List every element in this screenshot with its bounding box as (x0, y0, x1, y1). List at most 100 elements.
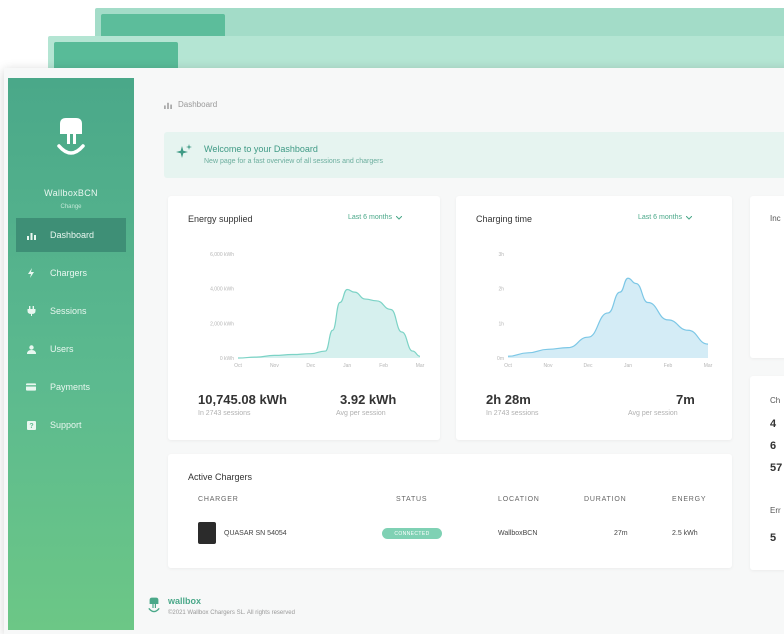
sidebar-item-label: Chargers (50, 268, 88, 278)
series-line (507, 277, 709, 357)
series-area (238, 289, 420, 358)
x-tick-label: Mar (704, 363, 713, 369)
card-title: Inc (770, 214, 781, 223)
card-icon (26, 382, 36, 392)
summary-value: 57 (770, 462, 783, 474)
energy-chart: 0 kWh 2,000 kWh 4,000 kWh 6,000 kWh Oct Nov De… (210, 252, 425, 369)
card-title: Ch (770, 396, 781, 405)
charging-time-card: Charging time Last 6 months 0m 1h 2h 3h Oct N… (456, 196, 732, 440)
x-tick-label: Jan (343, 363, 351, 369)
help-icon: ? (26, 420, 36, 430)
y-tick-label: 2,000 kWh (210, 321, 234, 327)
welcome-subtitle: New page for a fast overview of all sess… (204, 158, 383, 165)
card-title: Charging time (476, 214, 533, 224)
card-title: Active Chargers (188, 472, 253, 482)
column-header-charger: CHARGER (198, 496, 239, 503)
charger-duration: 27m (614, 530, 628, 537)
x-tick-label: Dec (306, 363, 315, 369)
time-avg-value: 7m (676, 392, 695, 407)
time-avg-label: Avg per session (628, 410, 678, 417)
series-area (508, 278, 708, 358)
x-tick-label: Oct (504, 363, 512, 369)
y-tick-label: 0m (497, 356, 504, 362)
footer-copyright: ©2021 Wallbox Chargers SL. All rights re… (168, 610, 295, 616)
chevron-down-icon (395, 215, 402, 220)
sidebar-item-label: Users (50, 344, 74, 354)
background-window-back-sidebar (101, 14, 225, 38)
period-dropdown[interactable]: Last 6 months (638, 214, 692, 221)
welcome-title: Welcome to your Dashboard (204, 144, 318, 154)
user-icon (26, 344, 36, 354)
sidebar-brand-subtitle: Change (60, 204, 82, 210)
sidebar-item-chargers[interactable]: Chargers (16, 256, 126, 290)
column-header-location: LOCATION (498, 496, 540, 503)
energy-total-value: 10,745.08 kWh (198, 392, 287, 407)
series-line (237, 288, 421, 359)
period-dropdown-label: Last 6 months (348, 214, 392, 221)
y-tick-label: 6,000 kWh (210, 252, 234, 258)
x-tick-label: Mar (416, 363, 425, 369)
errors-label: Err (770, 506, 781, 515)
column-header-status: STATUS (396, 496, 428, 503)
active-chargers-card: Active Chargers CHARGER STATUS LOCATION … (168, 454, 732, 568)
sidebar-item-sessions[interactable]: Sessions (16, 294, 126, 328)
energy-supplied-card: Energy supplied Last 6 months 0 kWh 2,000… (168, 196, 440, 440)
sidebar-item-dashboard[interactable]: Dashboard (16, 218, 126, 252)
y-tick-label: 3h (498, 252, 504, 258)
charger-energy: 2.5 kWh (672, 530, 698, 537)
sidebar-nav: Dashboard Chargers Sessions Users Paymen… (8, 218, 134, 446)
background-window-middle-sidebar (54, 42, 178, 72)
time-total-label: In 2743 sessions (486, 410, 539, 417)
column-header-energy: ENERGY (672, 496, 707, 503)
card-title: Energy supplied (188, 214, 253, 224)
y-tick-label: 1h (498, 321, 504, 327)
breadcrumb: Dashboard (164, 100, 217, 109)
charging-time-chart: 0m 1h 2h 3h Oct Nov Dec Jan Feb Mar (497, 252, 713, 369)
x-tick-label: Dec (584, 363, 593, 369)
energy-avg-value: 3.92 kWh (340, 392, 397, 407)
footer-brand: wallbox (168, 596, 202, 606)
wallbox-logo-icon (57, 118, 85, 155)
sidebar-item-label: Sessions (50, 306, 87, 316)
chevron-down-icon (685, 215, 692, 220)
time-total-value: 2h 28m (486, 392, 531, 407)
status-badge: CONNECTED (382, 528, 442, 539)
sidebar-item-users[interactable]: Users (16, 332, 126, 366)
energy-total-label: In 2743 sessions (198, 410, 251, 417)
main-content: Dashboard Welcome to your Dashboard New … (134, 68, 784, 634)
summary-value: 6 (770, 440, 777, 452)
period-dropdown-label: Last 6 months (638, 214, 682, 221)
sidebar: WallboxBCN Change Dashboard Chargers Ses… (8, 78, 134, 630)
dashboard-window: WallboxBCN Change Dashboard Chargers Ses… (4, 68, 784, 634)
sidebar-item-support[interactable]: ? Support (16, 408, 126, 442)
sidebar-item-payments[interactable]: Payments (16, 370, 126, 404)
svg-text:?: ? (29, 423, 33, 430)
x-tick-label: Jan (624, 363, 632, 369)
sidebar-brand-name: WallboxBCN (44, 188, 98, 198)
x-tick-label: Nov (270, 363, 279, 369)
summary-value: 4 (770, 418, 777, 430)
wallbox-logo-icon (148, 597, 160, 613)
sidebar-item-label: Payments (50, 382, 91, 392)
x-tick-label: Nov (544, 363, 553, 369)
x-tick-label: Feb (664, 363, 673, 369)
charger-location: WallboxBCN (498, 530, 538, 537)
chargers-summary-card: Ch 4 6 57 Err 5 (750, 376, 784, 570)
sidebar-item-label: Dashboard (50, 230, 95, 240)
x-tick-label: Oct (234, 363, 242, 369)
energy-avg-label: Avg per session (336, 410, 386, 417)
incidents-card: Inc (750, 196, 784, 358)
charger-thumbnail (198, 522, 216, 544)
charger-name[interactable]: QUASAR SN 54054 (224, 530, 287, 537)
bar-chart-icon (164, 102, 172, 109)
column-header-duration: DURATION (584, 496, 627, 503)
sparkle-icon (176, 144, 192, 158)
period-dropdown[interactable]: Last 6 months (348, 214, 402, 221)
welcome-banner: Welcome to your Dashboard New page for a… (164, 132, 784, 178)
sidebar-item-label: Support (50, 420, 82, 430)
y-tick-label: 2h (498, 287, 504, 293)
bar-chart-icon (26, 230, 36, 240)
y-tick-label: 0 kWh (220, 356, 234, 362)
bolt-icon (26, 268, 36, 278)
